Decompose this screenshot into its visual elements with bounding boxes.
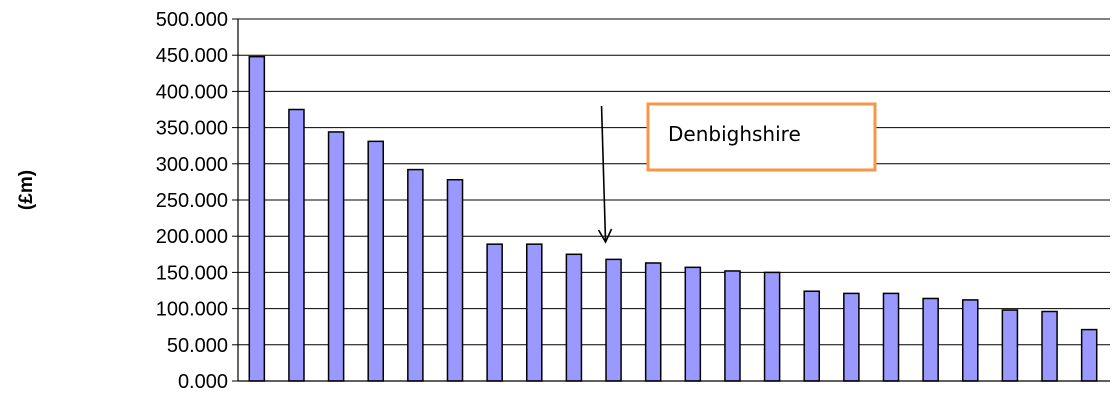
bar [605,258,622,382]
bar [882,292,900,382]
y-tick-label: 150.000 [156,262,228,284]
y-tick-label: 0.000 [178,371,228,393]
bar [288,108,305,382]
annotation: Denbighshire [597,102,877,244]
bar [525,243,543,382]
y-axis-label: (£m) [16,170,37,210]
y-tick-label: 350.000 [156,118,228,140]
bar [446,178,464,382]
bar [644,262,662,382]
bar [1041,310,1058,382]
axes [237,19,1110,382]
y-tick-label: 250.000 [156,190,228,212]
y-tick-label: 300.000 [156,154,228,176]
bar [565,253,583,382]
y-tick-label: 500.000 [156,9,228,31]
bar [803,290,821,382]
bar [367,140,385,382]
bar [248,55,266,382]
bar [327,131,345,382]
annotation-arrowhead [597,228,613,244]
bar [843,292,860,382]
y-tick-label: 100.000 [156,299,228,321]
y-axis-ticks: 0.000 50.000 100.000 150.000 200.000 250.000 3… [156,9,238,393]
bar [724,270,741,382]
y-tick-label: 50.000 [167,335,228,357]
bar [1080,328,1098,382]
annotation-text: Denbighshire [668,122,801,146]
y-tick-label: 200.000 [156,226,228,248]
bar [407,168,424,382]
bar [684,266,702,382]
y-tick-label: 450.000 [156,45,228,67]
bar [922,297,939,382]
bar [1001,309,1019,382]
annotation-arrow [600,105,607,243]
bar [961,299,979,382]
bar [486,243,503,382]
y-tick-label: 400.000 [156,81,228,103]
annotation-box [646,102,877,172]
bar [763,271,781,382]
